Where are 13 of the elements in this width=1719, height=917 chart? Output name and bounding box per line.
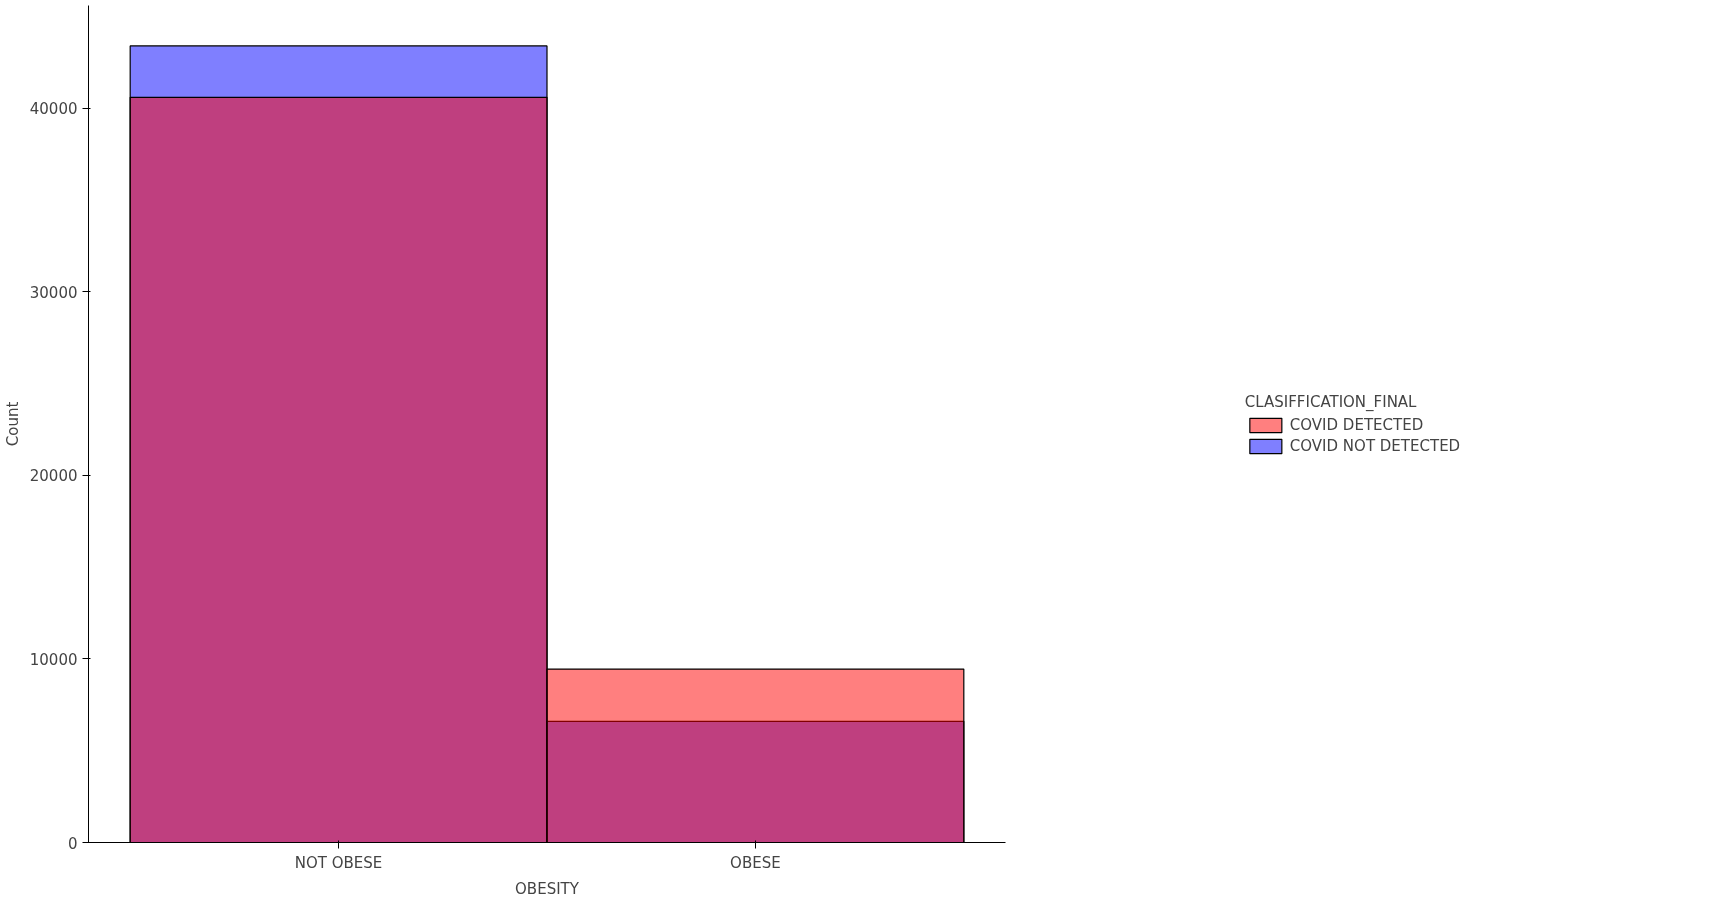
y-axis-title: Count xyxy=(3,401,22,447)
y-tick-label: 10000 xyxy=(29,650,78,669)
y-tick-label: 0 xyxy=(67,834,78,853)
legend-title: CLASIFFICATION_FINAL xyxy=(1244,392,1418,411)
y-tick-label: 40000 xyxy=(29,100,78,119)
y-tick-label: 30000 xyxy=(29,283,78,302)
bar xyxy=(546,668,965,843)
y-tick-label: 20000 xyxy=(29,467,78,486)
x-tick-label: NOT OBESE xyxy=(294,853,383,872)
legend-label: COVID NOT DETECTED xyxy=(1289,436,1461,455)
x-axis-title: OBESITY xyxy=(515,879,580,898)
legend-label: COVID DETECTED xyxy=(1289,415,1424,434)
x-tick-label: OBESE xyxy=(730,853,781,872)
